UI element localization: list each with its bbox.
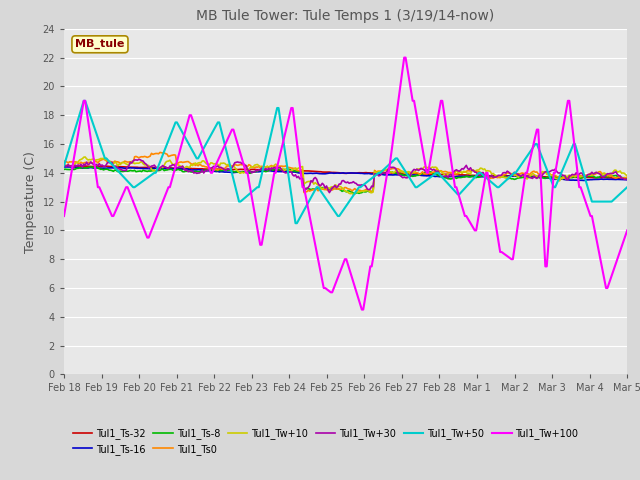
Tul1_Tw+30 <box>60 162 68 168</box>
Tul1_Tw+30 <box>128 160 136 166</box>
Tul1_Ts-16 <box>244 169 252 175</box>
Tul1_Ts-32 <box>623 176 631 181</box>
Tul1_Ts-16 <box>467 174 474 180</box>
Tul1_Tw+50 <box>129 184 137 190</box>
Tul1_Tw+10 <box>129 159 137 165</box>
Tul1_Tw+30 <box>245 168 253 173</box>
Tul1_Ts0 <box>623 175 631 180</box>
Tul1_Ts0 <box>472 169 480 175</box>
Tul1_Ts-16 <box>128 165 136 171</box>
Tul1_Tw+10 <box>60 161 68 167</box>
Line: Tul1_Tw+50: Tul1_Tw+50 <box>64 101 627 223</box>
Tul1_Tw+10 <box>623 173 631 179</box>
Tul1_Ts-16 <box>283 168 291 174</box>
Tul1_Tw+10 <box>349 192 357 197</box>
Tul1_Ts-8 <box>60 167 68 172</box>
Tul1_Tw+100 <box>60 213 68 219</box>
Tul1_Tw+50 <box>472 173 480 179</box>
Line: Tul1_Ts-8: Tul1_Ts-8 <box>64 167 627 193</box>
Tul1_Ts-8 <box>351 191 358 196</box>
Tul1_Tw+30 <box>285 170 292 176</box>
Tul1_Ts-8 <box>470 173 477 179</box>
Tul1_Tw+50 <box>292 220 300 226</box>
Tul1_Ts-32 <box>415 171 422 177</box>
Tul1_Tw+100 <box>244 170 252 176</box>
Tul1_Tw+50 <box>623 184 631 190</box>
Tul1_Tw+50 <box>285 172 292 178</box>
Tul1_Tw+100 <box>470 225 477 231</box>
Tul1_Ts-16 <box>623 177 631 183</box>
Tul1_Ts-16 <box>580 178 588 183</box>
Line: Tul1_Ts0: Tul1_Ts0 <box>64 152 627 192</box>
Tul1_Ts0 <box>470 168 477 173</box>
Tul1_Tw+10 <box>472 168 480 173</box>
Tul1_Ts-16 <box>60 164 68 170</box>
Tul1_Tw+10 <box>470 167 477 173</box>
Tul1_Ts-32 <box>244 167 252 172</box>
Tul1_Tw+30 <box>623 177 631 182</box>
Tul1_Tw+50 <box>60 163 68 168</box>
Tul1_Tw+50 <box>245 192 253 197</box>
Tul1_Tw+100 <box>358 307 365 312</box>
Tul1_Ts-8 <box>129 168 137 174</box>
Text: MB_tule: MB_tule <box>76 39 125 49</box>
Tul1_Ts-8 <box>472 175 480 180</box>
Tul1_Ts-8 <box>285 167 292 172</box>
Tul1_Ts-8 <box>93 164 100 170</box>
Tul1_Ts0 <box>285 165 292 170</box>
Line: Tul1_Tw+30: Tul1_Tw+30 <box>64 159 627 192</box>
Tul1_Tw+30 <box>417 166 425 171</box>
Title: MB Tule Tower: Tule Temps 1 (3/19/14-now): MB Tule Tower: Tule Temps 1 (3/19/14-now… <box>196 10 495 24</box>
Line: Tul1_Tw+10: Tul1_Tw+10 <box>64 157 627 194</box>
Line: Tul1_Ts-32: Tul1_Ts-32 <box>64 166 627 179</box>
Tul1_Tw+50 <box>417 181 425 187</box>
Tul1_Tw+30 <box>470 168 477 173</box>
Tul1_Tw+50 <box>80 98 88 104</box>
Y-axis label: Temperature (C): Temperature (C) <box>24 151 37 252</box>
Tul1_Tw+50 <box>470 176 477 182</box>
Tul1_Ts-32 <box>60 163 68 169</box>
Tul1_Tw+10 <box>245 167 253 172</box>
Tul1_Tw+100 <box>472 228 480 233</box>
Tul1_Ts-32 <box>467 172 474 178</box>
Tul1_Tw+30 <box>135 156 143 162</box>
Tul1_Ts-32 <box>470 172 477 178</box>
Tul1_Ts-16 <box>415 172 422 178</box>
Line: Tul1_Ts-16: Tul1_Ts-16 <box>64 167 627 180</box>
Tul1_Ts0 <box>60 158 68 164</box>
Tul1_Tw+10 <box>285 167 292 173</box>
Tul1_Ts-16 <box>470 174 477 180</box>
Tul1_Ts-32 <box>283 168 291 174</box>
Tul1_Ts-32 <box>128 164 136 170</box>
Tul1_Tw+100 <box>128 195 136 201</box>
Tul1_Tw+100 <box>401 55 408 60</box>
Tul1_Tw+30 <box>326 190 333 195</box>
Tul1_Ts0 <box>128 159 136 165</box>
Tul1_Tw+10 <box>81 154 89 160</box>
Tul1_Ts0 <box>245 162 253 168</box>
Tul1_Tw+100 <box>417 138 425 144</box>
Tul1_Ts0 <box>156 149 164 155</box>
Tul1_Tw+100 <box>283 123 291 129</box>
Tul1_Tw+100 <box>623 228 631 233</box>
Line: Tul1_Tw+100: Tul1_Tw+100 <box>64 58 627 310</box>
Tul1_Ts-8 <box>417 171 425 177</box>
Tul1_Tw+30 <box>472 169 480 175</box>
Tul1_Tw+10 <box>417 167 425 172</box>
Tul1_Ts-8 <box>623 175 631 181</box>
Tul1_Ts-8 <box>245 170 253 176</box>
Tul1_Ts0 <box>300 190 308 195</box>
Tul1_Ts0 <box>417 170 425 176</box>
Legend: Tul1_Ts-32, Tul1_Ts-16, Tul1_Ts-8, Tul1_Ts0, Tul1_Tw+10, Tul1_Tw+30, Tul1_Tw+50,: Tul1_Ts-32, Tul1_Ts-16, Tul1_Ts-8, Tul1_… <box>69 424 582 459</box>
